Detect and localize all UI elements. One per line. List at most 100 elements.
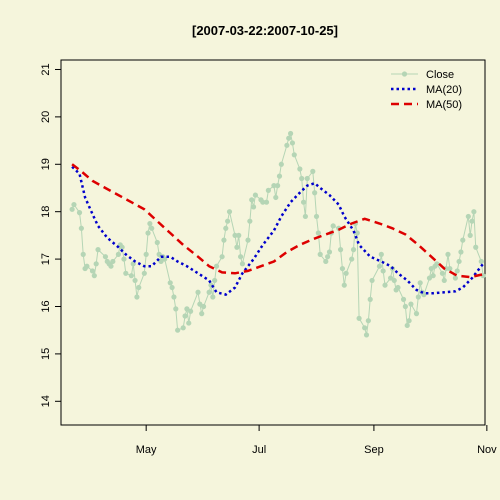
close-point (400, 296, 407, 302)
close-point (95, 247, 101, 253)
close-point (415, 294, 421, 300)
close-point (465, 213, 471, 220)
close-point (430, 273, 436, 279)
close-point (365, 318, 371, 324)
close-point (110, 258, 116, 265)
close-point (275, 183, 281, 189)
close-point (313, 213, 320, 220)
close-point (154, 239, 160, 246)
close-point (471, 209, 477, 215)
close-point (426, 275, 433, 281)
close-point (128, 273, 134, 279)
close-point (167, 280, 173, 286)
x-tick-label: May (136, 444, 157, 456)
close-point (469, 218, 475, 224)
close-point (247, 218, 253, 224)
close-point (310, 168, 316, 174)
close-point (195, 289, 201, 295)
close-point (454, 268, 460, 274)
y-tick-label: 18 (40, 206, 52, 218)
close-point (169, 284, 175, 291)
close-point (234, 244, 240, 250)
y-tick-label: 17 (40, 253, 52, 265)
close-point (80, 251, 86, 257)
close-point (445, 251, 451, 257)
x-axis: May Jul Sep Nov (136, 425, 497, 456)
close-point (226, 209, 233, 215)
close-point (212, 277, 218, 284)
close-point (134, 294, 140, 300)
close-point (182, 313, 188, 319)
close-point (158, 258, 164, 265)
close-point (188, 308, 194, 314)
close-point (413, 311, 420, 317)
plot-frame (60, 59, 486, 426)
close-point (278, 161, 284, 167)
close-point (173, 306, 179, 312)
x-tick-label: Nov (477, 444, 497, 456)
close-point (200, 303, 207, 310)
close-point (439, 270, 446, 276)
close-point (284, 142, 290, 148)
close-point (186, 320, 192, 326)
close-point (265, 187, 271, 193)
close-point (300, 199, 307, 205)
close-point (206, 289, 212, 295)
close-point (349, 256, 355, 262)
close-point (260, 199, 266, 205)
close-point (184, 306, 190, 312)
close-point (434, 261, 440, 267)
close-point (408, 301, 414, 307)
close-point (84, 263, 90, 269)
close-point (330, 223, 336, 229)
close-point (276, 173, 283, 179)
close-point (382, 282, 388, 288)
close-point (473, 244, 479, 250)
close-point (210, 294, 216, 300)
close-point (467, 232, 473, 238)
close-point (376, 263, 383, 269)
close-point (123, 270, 129, 276)
close-point (143, 251, 149, 257)
close-point (132, 277, 138, 284)
close-point (458, 249, 464, 255)
close-point (302, 213, 309, 220)
y-tick-label: 15 (40, 348, 52, 360)
close-point (299, 175, 305, 182)
close-point (197, 301, 203, 307)
close-point (149, 225, 155, 231)
close-point (380, 268, 386, 274)
legend-marker (401, 71, 408, 77)
y-tick-label: 21 (40, 63, 52, 75)
x-tick-label: Jul (252, 444, 266, 456)
close-point (362, 325, 368, 331)
close-point (250, 204, 257, 210)
close-point (78, 225, 84, 231)
close-point (354, 230, 360, 236)
series-line-ma20 (71, 165, 485, 296)
close-point (221, 237, 227, 243)
close-point (108, 263, 114, 269)
close-point (428, 265, 434, 272)
close-point (326, 249, 333, 255)
close-point (291, 152, 297, 158)
close-point (369, 277, 375, 284)
close-point (339, 265, 346, 272)
legend-label: MA(50) (426, 99, 462, 111)
close-point (91, 273, 97, 279)
close-point (199, 311, 205, 317)
chart-title: [2007-03-22:2007-10-25] (192, 23, 338, 38)
close-point (121, 256, 127, 262)
close-point (232, 232, 238, 238)
close-point (317, 251, 323, 257)
close-point (102, 254, 109, 260)
close-point (387, 275, 394, 281)
close-point (337, 247, 344, 253)
close-point (395, 284, 401, 291)
close-point (478, 258, 484, 265)
close-point (304, 175, 310, 182)
y-tick-label: 20 (40, 111, 52, 123)
close-point (263, 199, 270, 205)
close-point (93, 261, 99, 267)
